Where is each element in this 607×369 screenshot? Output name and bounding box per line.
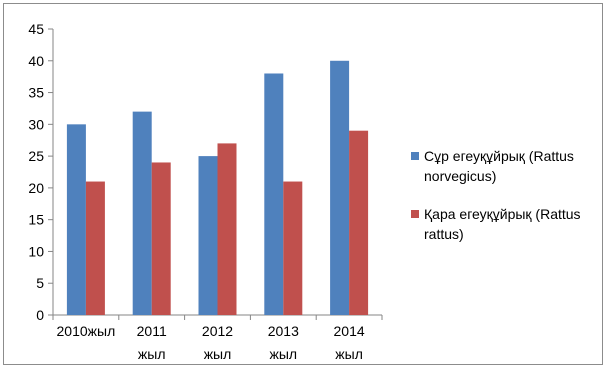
y-tick-label: 35 xyxy=(28,85,44,101)
legend-entry: Қара егеуқұйрық (Rattus rattus) xyxy=(424,206,581,242)
bar-series-1 xyxy=(264,73,284,315)
bar-series-2 xyxy=(217,143,237,315)
legend-entry: Сұр егеуқұйрық (Rattus norvegicus) xyxy=(424,148,574,184)
bar-series-2 xyxy=(349,130,369,315)
legend-swatch xyxy=(411,210,419,218)
bar-series-1 xyxy=(66,124,86,315)
y-tick-label: 10 xyxy=(28,243,44,259)
y-tick-label: 5 xyxy=(36,275,44,291)
x-tick-label: 2010жыл xyxy=(57,323,116,339)
x-tick-label: 2014 жыл xyxy=(334,323,365,362)
bar-series-2 xyxy=(151,162,171,315)
y-tick-label: 0 xyxy=(36,307,44,323)
y-tick-label: 40 xyxy=(28,53,44,69)
y-tick-label: 20 xyxy=(28,180,44,196)
y-tick-labels: 0 5 10 15 20 25 30 35 40 45 xyxy=(28,21,44,323)
y-tick-label: 15 xyxy=(28,212,44,228)
y-tick-label: 25 xyxy=(28,148,44,164)
x-tick-label: 2012 жыл xyxy=(202,323,233,362)
x-tick-labels: 2010жыл 2011 жыл 2012 жыл 2013 жыл 2014 жыл xyxy=(57,323,365,362)
bar-series-1 xyxy=(198,156,218,315)
x-tick-label: 2013 жыл xyxy=(268,323,299,362)
y-tick-label: 30 xyxy=(28,116,44,132)
bar-series-2 xyxy=(85,181,105,315)
y-tick-label: 45 xyxy=(28,21,44,37)
bars xyxy=(66,60,369,316)
x-tick-label: 2011 жыл xyxy=(137,323,167,362)
legend-swatch xyxy=(411,152,419,160)
bar-series-2 xyxy=(283,181,303,315)
bar-series-1 xyxy=(132,111,152,315)
bar-series-1 xyxy=(330,60,350,316)
legend: Сұр егеуқұйрық (Rattus norvegicus) Қара ег… xyxy=(411,148,581,242)
